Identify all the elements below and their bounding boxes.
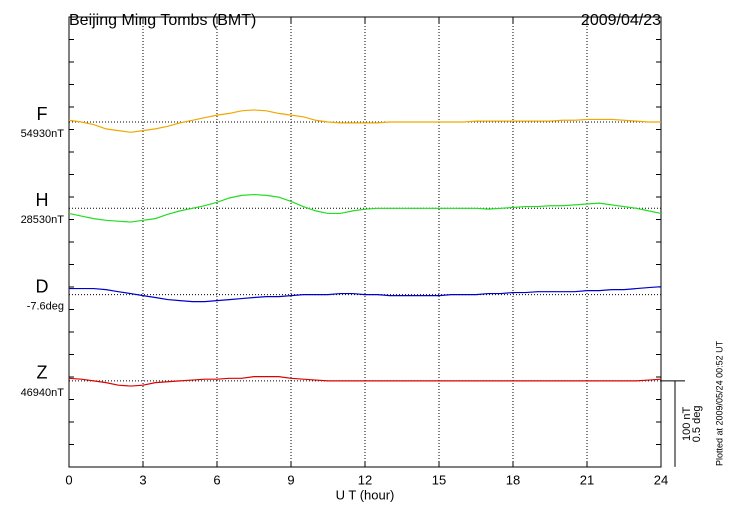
series-name: Z — [37, 363, 48, 383]
x-tick-label: 12 — [358, 472, 372, 487]
x-tick-label: 6 — [213, 472, 220, 487]
chart-title: Beijing Ming Tombs (BMT) — [69, 12, 256, 29]
x-tick-label: 15 — [432, 472, 446, 487]
series-line — [69, 286, 662, 303]
x-axis-label: U T (hour) — [336, 487, 395, 502]
baseline-label: -7.6deg — [27, 301, 64, 313]
x-tick-label: 21 — [580, 472, 594, 487]
baseline-label: 46940nT — [21, 387, 65, 399]
series-name: F — [37, 104, 48, 124]
x-tick-label: 3 — [139, 472, 146, 487]
series-name: H — [36, 190, 49, 210]
baseline-label: 54930nT — [21, 128, 65, 140]
series-line — [68, 109, 661, 133]
plot-note: Plotted at 2009/05/24 00:52 UT — [714, 340, 724, 466]
series-line — [68, 193, 662, 223]
baseline-label: 28530nT — [21, 214, 65, 226]
scale-bar-label: 100 nT — [681, 406, 693, 441]
scale-bar-label: 0.5 deg — [691, 406, 703, 443]
x-tick-label: 0 — [65, 472, 72, 487]
series-line — [68, 376, 662, 387]
x-tick-label: 18 — [506, 472, 520, 487]
x-tick-label: 24 — [654, 472, 668, 487]
x-tick-label: 9 — [287, 472, 294, 487]
series-name: D — [36, 276, 49, 296]
date: 2009/04/23 — [581, 12, 661, 29]
